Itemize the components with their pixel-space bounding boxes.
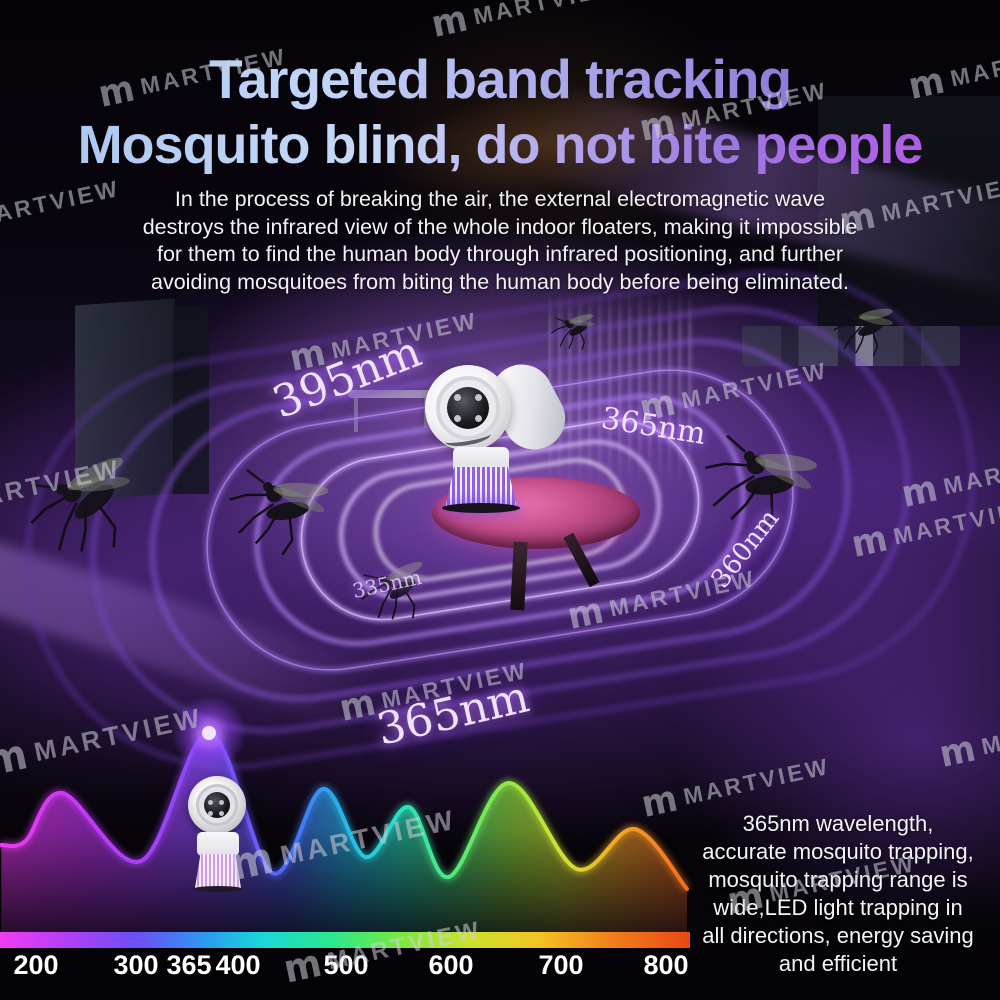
mini-device-foot xyxy=(193,886,243,892)
feature-line: all directions, energy saving xyxy=(702,923,974,948)
uv-peak-dot xyxy=(202,726,216,740)
feature-line: accurate mosquito trapping, xyxy=(702,839,974,864)
mini-device-body xyxy=(197,832,239,856)
mini-device-on-peak xyxy=(188,776,248,894)
axis-tick-label: 700 xyxy=(538,950,584,980)
feature-text-block: 365nm wavelength, accurate mosquito trap… xyxy=(678,810,998,978)
room-shelf-items xyxy=(742,326,960,366)
mini-device-led xyxy=(208,811,213,816)
room-cabinet-side xyxy=(173,306,209,494)
wavelength-axis: 200 300 365 400 500 600 700 800 xyxy=(0,950,1000,990)
light-curtain xyxy=(548,292,698,487)
mini-device-led xyxy=(208,800,213,805)
description-line: for them to find the human body through … xyxy=(156,242,844,267)
axis-tick-label: 600 xyxy=(428,950,474,980)
description-line: avoiding mosquitoes from biting the huma… xyxy=(151,269,849,294)
mini-device-base xyxy=(195,854,241,888)
device-led-dot xyxy=(475,394,482,401)
description-paragraph: In the process of breaking the air, the … xyxy=(0,186,1000,296)
room-cabinet xyxy=(75,298,175,501)
axis-tick-label: 400 xyxy=(215,950,261,980)
feature-line: mosquito trapping range is xyxy=(708,867,968,892)
header: Targeted band tracking Mosquito blind, d… xyxy=(0,0,1000,296)
title-line2: Mosquito blind, do not bite people xyxy=(0,114,1000,176)
description-line: destroys the infrared view of the whole … xyxy=(142,214,858,239)
device-led-dot xyxy=(454,394,461,401)
device-lens xyxy=(447,387,489,429)
title-line1: Targeted band tracking xyxy=(0,48,1000,111)
axis-tick-label: 200 xyxy=(13,950,59,980)
axis-tick-label: 500 xyxy=(323,950,369,980)
feature-line: wide,LED light trapping in xyxy=(713,895,963,920)
feature-line: and efficient xyxy=(778,951,898,976)
axis-tick-label: 800 xyxy=(643,950,689,980)
mini-device-led xyxy=(219,800,224,805)
description-line: In the process of breaking the air, the … xyxy=(174,187,826,212)
axis-tick-label: 300 xyxy=(113,950,159,980)
axis-tick-label: 365 xyxy=(166,950,212,980)
room-table-leg xyxy=(354,398,358,432)
feature-line: 365nm wavelength, xyxy=(742,811,934,836)
device-led-dot xyxy=(454,415,461,422)
device-led-dot xyxy=(475,415,482,422)
device-foot xyxy=(442,503,520,513)
mini-device-led xyxy=(219,811,224,816)
mosquito-trap-device xyxy=(425,353,577,515)
